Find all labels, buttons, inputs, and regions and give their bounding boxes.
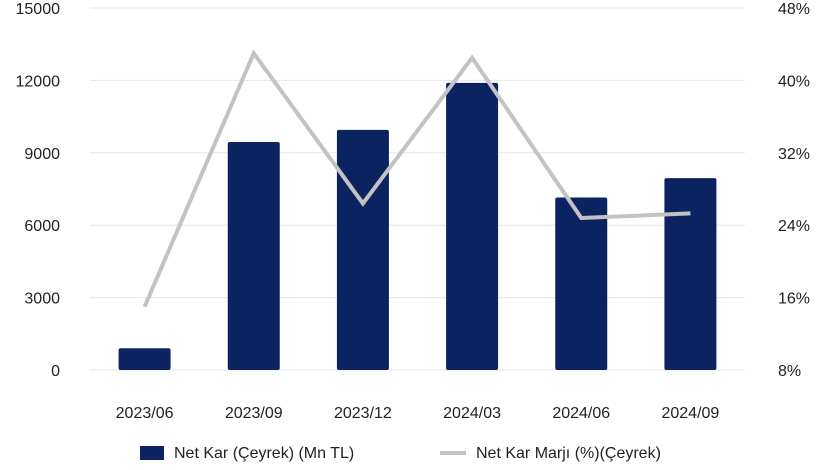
legend-label-bar: Net Kar (Çeyrek) (Mn TL) [174, 445, 354, 462]
left-axis-ticks: 0 3000 6000 9000 12000 15000 [16, 1, 61, 380]
x-tick-label: 2024/06 [552, 405, 610, 422]
bar [446, 82, 499, 371]
gridlines [90, 7, 745, 371]
left-tick-label: 0 [51, 363, 60, 380]
bar [555, 197, 608, 370]
left-tick-label: 6000 [24, 218, 60, 235]
right-tick-label: 24% [778, 218, 810, 235]
right-axis-ticks: 8% 16% 24% 32% 40% 48% [778, 1, 810, 380]
legend-label-line: Net Kar Marjı (%)(Çeyrek) [476, 445, 661, 462]
x-axis-ticks: 2023/06 2023/09 2023/12 2024/03 2024/06 2024/… [116, 405, 720, 422]
left-tick-label: 9000 [24, 146, 60, 163]
x-tick-label: 2024/03 [443, 405, 501, 422]
x-tick-label: 2023/06 [116, 405, 174, 422]
right-tick-label: 32% [778, 146, 810, 163]
right-tick-label: 40% [778, 73, 810, 90]
x-tick-label: 2023/12 [334, 405, 392, 422]
right-tick-label: 16% [778, 291, 810, 308]
legend: Net Kar (Çeyrek) (Mn TL) Net Kar Marjı (… [140, 445, 661, 462]
bar-series [118, 82, 717, 371]
bar [664, 178, 717, 370]
bar [118, 348, 171, 370]
x-tick-label: 2023/09 [225, 405, 283, 422]
right-tick-label: 48% [778, 1, 810, 18]
left-tick-label: 3000 [24, 291, 60, 308]
left-tick-label: 15000 [16, 1, 61, 18]
bar [336, 129, 389, 370]
left-tick-label: 12000 [16, 73, 61, 90]
right-tick-label: 8% [778, 363, 801, 380]
legend-swatch-bar [140, 446, 164, 460]
x-tick-label: 2024/09 [661, 405, 719, 422]
line-series [142, 49, 691, 308]
margin-line [142, 49, 691, 308]
bar [227, 141, 280, 370]
